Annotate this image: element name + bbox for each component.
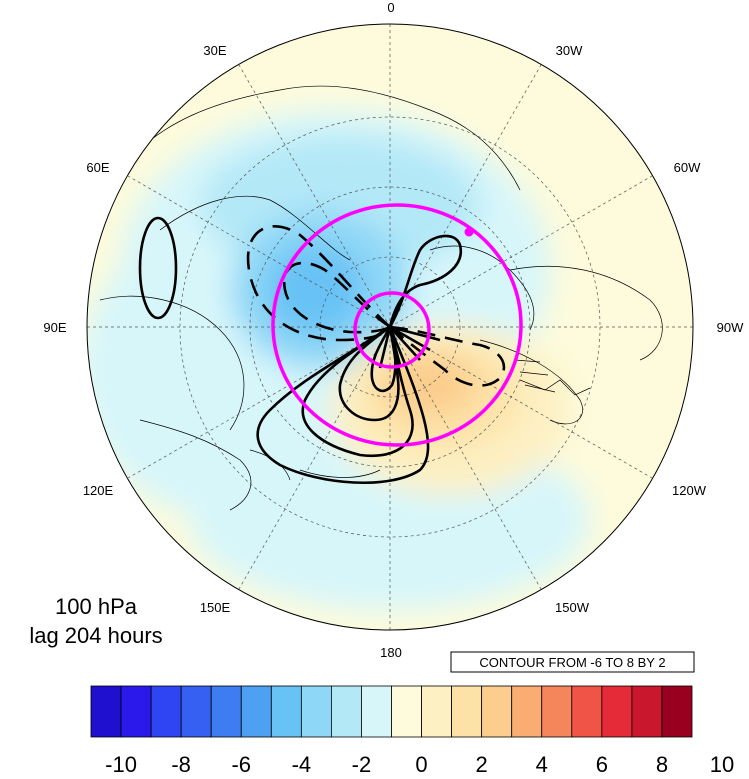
colorbar-tick-label: -10 <box>105 752 137 777</box>
colorbar-tick-label: -2 <box>352 752 372 777</box>
colorbar-box <box>541 685 573 738</box>
colorbar-box <box>661 685 693 738</box>
colorbar <box>90 685 693 738</box>
colorbar-box <box>481 685 513 738</box>
contour-info-text: CONTOUR FROM -6 TO 8 BY 2 <box>479 655 665 670</box>
lon-label-150e: 150E <box>200 600 231 615</box>
contour-info-box <box>450 651 695 673</box>
lon-label-0: 0 <box>387 0 394 15</box>
coastlines <box>99 85 663 511</box>
colorbar-box <box>120 685 152 738</box>
colorbar-box <box>451 685 483 738</box>
colorbar-box <box>150 685 182 738</box>
lon-label-120e: 120E <box>83 483 114 498</box>
contour-negative-inner <box>282 261 393 334</box>
colorbar-tick-label: -4 <box>292 752 312 777</box>
contour-negative-east <box>386 325 506 387</box>
contour-positive-outer <box>256 325 430 484</box>
colorbar-box <box>631 685 663 738</box>
colorbar-tick-label: 6 <box>596 752 608 777</box>
contour-negative-outer <box>246 225 392 342</box>
graticule <box>87 24 693 630</box>
lon-label-90e: 90E <box>43 320 66 335</box>
longitude-labels: 0 30W 60W 90W 120W 150W 180 150E 120E 90… <box>43 0 744 660</box>
lon-label-120w: 120W <box>672 483 707 498</box>
colorbar-box <box>571 685 603 738</box>
colorbar-box <box>180 685 212 738</box>
lon-label-180: 180 <box>380 645 402 660</box>
highlight-marker <box>464 227 474 237</box>
lon-label-60e: 60E <box>86 160 109 175</box>
map-border <box>86 23 694 631</box>
colorbar-tick-label: 0 <box>415 752 427 777</box>
colorbar-box <box>270 685 302 738</box>
colorbar-tick-label: -6 <box>231 752 251 777</box>
colorbar-tick-label: 10 <box>710 752 734 777</box>
colorbar-tick-labels: -10 -8 -6 -4 -2 0 2 4 6 8 10 <box>105 752 734 777</box>
colorbar-box <box>210 685 242 738</box>
highlight-circle-outer <box>271 203 523 447</box>
contour-positive-middle <box>301 324 414 458</box>
colorbar-tick-label: 2 <box>476 752 488 777</box>
contour-positive-core <box>370 323 397 393</box>
colorbar-box <box>300 685 332 738</box>
highlight-circles <box>271 203 523 447</box>
colorbar-box <box>601 685 633 738</box>
colorbar-box <box>391 685 422 738</box>
lon-label-60w: 60W <box>674 160 701 175</box>
colorbar-box <box>330 685 362 738</box>
contour-positive-north <box>388 234 463 328</box>
colorbar-tick-label: -8 <box>171 752 191 777</box>
colorbar-box <box>511 685 543 738</box>
colorbar-box <box>361 685 392 738</box>
colorbar-tick-label: 8 <box>656 752 668 777</box>
lon-label-150w: 150W <box>555 600 590 615</box>
colorbar-tick-label: 4 <box>536 752 548 777</box>
lon-label-90w: 90W <box>717 320 744 335</box>
title-level: 100 hPa <box>55 594 138 619</box>
lon-label-30e: 30E <box>203 43 226 58</box>
title-lag: lag 204 hours <box>29 623 162 648</box>
colorbar-box <box>421 685 452 738</box>
colorbar-box <box>90 685 122 738</box>
lon-label-30w: 30W <box>556 43 583 58</box>
contour-positive-isolated <box>138 216 178 320</box>
highlight-circle-inner <box>353 291 431 369</box>
colorbar-box <box>240 685 272 738</box>
